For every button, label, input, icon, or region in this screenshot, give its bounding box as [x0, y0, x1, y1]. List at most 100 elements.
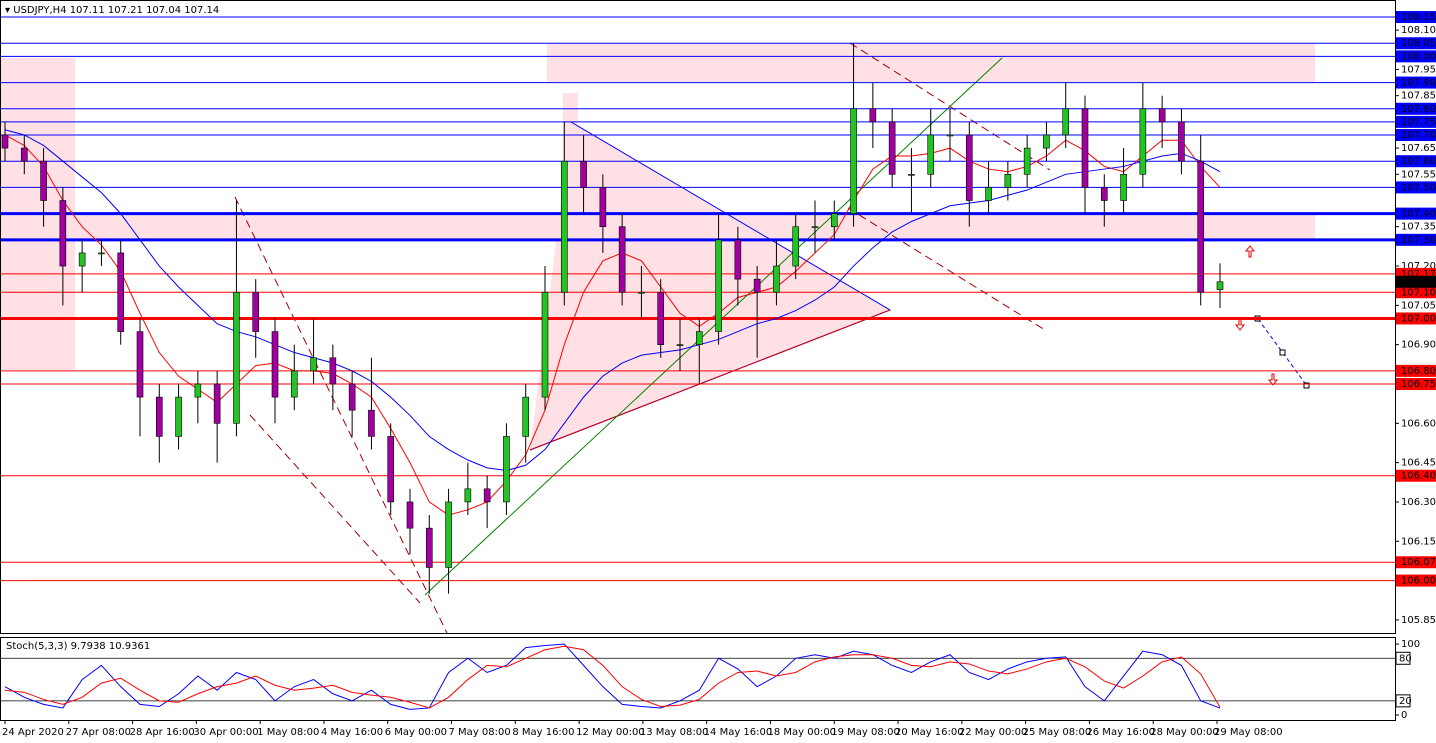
x-tick-label: 14 May 16:00	[704, 727, 773, 738]
zone	[547, 43, 1315, 82]
x-tick-label: 1 May 08:00	[257, 727, 319, 738]
x-tick-label: 20 May 16:00	[895, 727, 964, 738]
candle-body	[1043, 134, 1050, 149]
candle-body	[830, 213, 838, 228]
x-tick-label: 12 May 00:00	[576, 727, 645, 738]
arrow-up	[1244, 245, 1256, 258]
candle-body	[1, 134, 9, 149]
candle-body	[522, 396, 530, 437]
level-box	[1396, 11, 1436, 24]
low: 107.04	[146, 5, 181, 16]
candle-body	[368, 409, 375, 437]
close: 107.14	[184, 5, 219, 16]
candle-body	[98, 252, 105, 255]
candle-body	[387, 436, 395, 503]
candle-body	[1100, 187, 1108, 201]
level-label: 107.80	[1401, 104, 1436, 115]
menu-marker: ▾	[5, 5, 13, 16]
candle-body	[78, 252, 86, 267]
level-box	[1396, 233, 1436, 246]
high: 107.21	[108, 5, 143, 16]
level-box	[1396, 155, 1436, 168]
level-label: 107.00	[1401, 313, 1436, 324]
trend-line	[249, 414, 421, 604]
level-label: 107.40	[1401, 209, 1436, 220]
candle-body	[599, 187, 607, 228]
candle-body	[734, 239, 742, 280]
level-box	[1396, 312, 1436, 325]
open: 107.11	[70, 5, 105, 16]
y-tick-label: 107.05	[1401, 300, 1436, 311]
symbol: USDJPY,H4	[13, 5, 66, 16]
x-tick-label: 24 Apr 2020	[2, 727, 64, 738]
candle-body	[1139, 108, 1147, 175]
level-box	[1396, 469, 1436, 482]
candle-body	[155, 396, 163, 437]
candle-body	[1062, 108, 1070, 136]
y-tick-label: 107.85	[1401, 91, 1436, 102]
level-box	[1396, 115, 1436, 128]
moving-average	[4, 134, 1221, 516]
candle-body	[194, 383, 202, 398]
candle-body	[811, 226, 819, 229]
candle-body	[59, 200, 67, 267]
y-tick-label: 106.30	[1401, 497, 1436, 508]
y-tick-label: 106.90	[1401, 340, 1436, 351]
moving-average	[4, 129, 1221, 471]
stoch-line	[4, 643, 1221, 710]
y-tick-label: 106.60	[1401, 418, 1436, 429]
level-box	[1396, 286, 1436, 299]
y-tick-label: 107.65	[1401, 143, 1436, 154]
level-box	[1396, 364, 1436, 377]
candle-body	[657, 291, 665, 345]
level-label: 107.75	[1401, 117, 1436, 128]
indicator-name: Stoch(5,3,3)	[6, 641, 68, 652]
candle-body	[869, 108, 877, 123]
candle-body	[1081, 108, 1089, 188]
candle-body	[888, 121, 896, 175]
candle-body	[695, 331, 703, 345]
y-tick-label: 108.10	[1401, 25, 1436, 36]
zone	[530, 122, 890, 450]
candle-body	[580, 160, 587, 188]
y-tick-label: 0	[1401, 710, 1407, 721]
candle-body	[618, 226, 626, 293]
stoch-frame	[0, 637, 1396, 721]
x-tick-label: 25 May 08:00	[1023, 727, 1092, 738]
level-label: 106.40	[1401, 471, 1436, 482]
candle-body	[1158, 108, 1166, 123]
stoch-header: Stoch(5,3,3) 9.7938 10.9361	[6, 641, 150, 652]
candle-body	[464, 488, 472, 503]
x-tick-label: 19 May 08:00	[831, 727, 900, 738]
x-tick-label: 18 May 00:00	[767, 727, 836, 738]
candle-body	[1178, 121, 1185, 162]
candle-body	[406, 501, 414, 529]
y-tick-label: 107.35	[1401, 222, 1436, 233]
arrow-down	[1267, 373, 1279, 386]
d-value: 10.9361	[109, 641, 150, 652]
x-tick-label: 22 May 00:00	[959, 727, 1028, 738]
level-box	[1396, 37, 1436, 50]
trend-line	[424, 57, 1003, 596]
trend-line	[529, 309, 891, 451]
candle-body	[503, 436, 510, 503]
candle-body	[1216, 281, 1224, 290]
level-label: 107.60	[1401, 156, 1436, 167]
candle-body	[252, 291, 260, 332]
x-tick-label: 27 Apr 08:00	[66, 727, 131, 738]
candle-body	[1120, 174, 1127, 201]
level-label: 106.07	[1401, 557, 1436, 568]
level-box	[1396, 102, 1436, 115]
candle-body	[117, 252, 125, 332]
y-tick-label: 105.85	[1401, 615, 1436, 626]
candle-body	[20, 147, 28, 162]
price-panel: 108.10 107.95 107.85 107.65 107.55 107.35 107.…	[0, 11, 1436, 738]
candle-body	[445, 501, 452, 568]
level-box	[1396, 207, 1436, 220]
level-label: 107.90	[1401, 78, 1436, 89]
level-box	[1396, 181, 1436, 194]
candle-body	[40, 160, 47, 201]
candle-body	[985, 187, 992, 201]
candle-body	[638, 291, 645, 294]
